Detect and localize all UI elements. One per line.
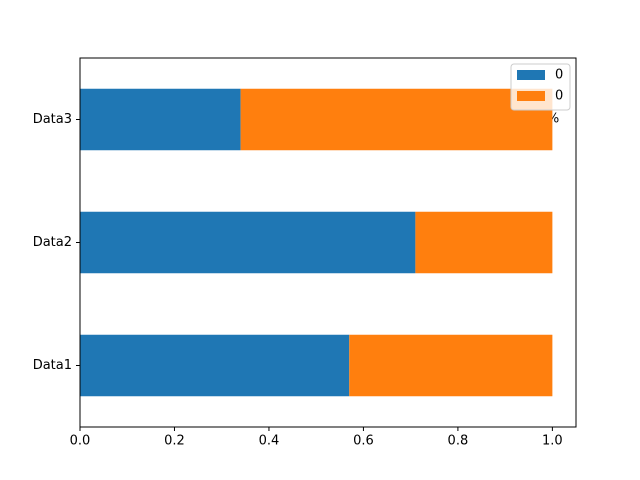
legend-label: 0 bbox=[555, 68, 563, 83]
bar-segment bbox=[415, 211, 553, 274]
x-tick-label: 0.2 bbox=[164, 434, 185, 449]
x-tick-label: 0.8 bbox=[448, 434, 469, 449]
x-tick-label: 0.6 bbox=[353, 434, 374, 449]
x-tick-label: 0.4 bbox=[259, 434, 280, 449]
x-tick-label: 1.0 bbox=[542, 434, 563, 449]
x-tick-label: 0.0 bbox=[70, 434, 91, 449]
bar-segment bbox=[240, 88, 553, 151]
bar-segment bbox=[80, 88, 241, 151]
bar-segment bbox=[80, 334, 350, 397]
plot-frame bbox=[79, 57, 577, 428]
y-tick-label: Data3 bbox=[33, 112, 72, 127]
legend-swatch bbox=[517, 91, 545, 101]
y-tick-label: Data2 bbox=[33, 235, 72, 250]
legend-label: 0 bbox=[555, 89, 563, 104]
bar-segment bbox=[349, 334, 553, 397]
bar-segment bbox=[80, 211, 416, 274]
y-tick-label: Data1 bbox=[33, 358, 72, 373]
legend-swatch bbox=[517, 70, 545, 80]
